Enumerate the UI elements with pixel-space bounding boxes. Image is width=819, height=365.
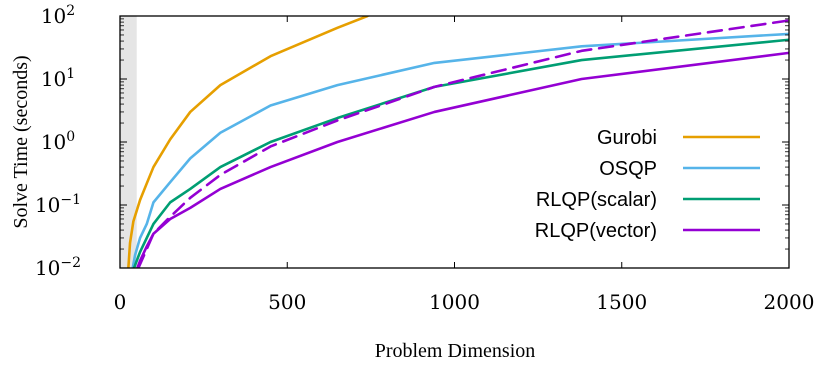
series-line-rlqp-scalar (132, 38, 789, 268)
y-tick-label: 100 (41, 129, 75, 154)
y-tick-label: 101 (41, 66, 75, 91)
x-tick-label: 2000 (764, 290, 815, 314)
y-tick-label: 10−1 (35, 192, 81, 217)
series-line-gurobi (127, 16, 369, 268)
x-tick-label: 0 (114, 290, 127, 314)
x-tick-label: 1000 (429, 290, 480, 314)
legend-label: OSQP (599, 158, 657, 180)
x-tick-label: 1500 (596, 290, 647, 314)
series-line-rlqp-vector (136, 51, 789, 268)
legend-label: RLQP(scalar) (536, 189, 657, 211)
x-tick-label: 500 (268, 290, 306, 314)
y-axis-title: Solve Time (seconds) (10, 55, 32, 228)
legend-label: RLQP(vector) (535, 220, 657, 242)
series-line-dashed (137, 19, 789, 268)
legend-label: Gurobi (597, 127, 657, 149)
series-line-osqp (131, 32, 789, 268)
y-tick-label: 102 (41, 3, 75, 28)
y-tick-label: 10−2 (35, 255, 81, 280)
x-axis-title: Problem Dimension (375, 340, 536, 362)
